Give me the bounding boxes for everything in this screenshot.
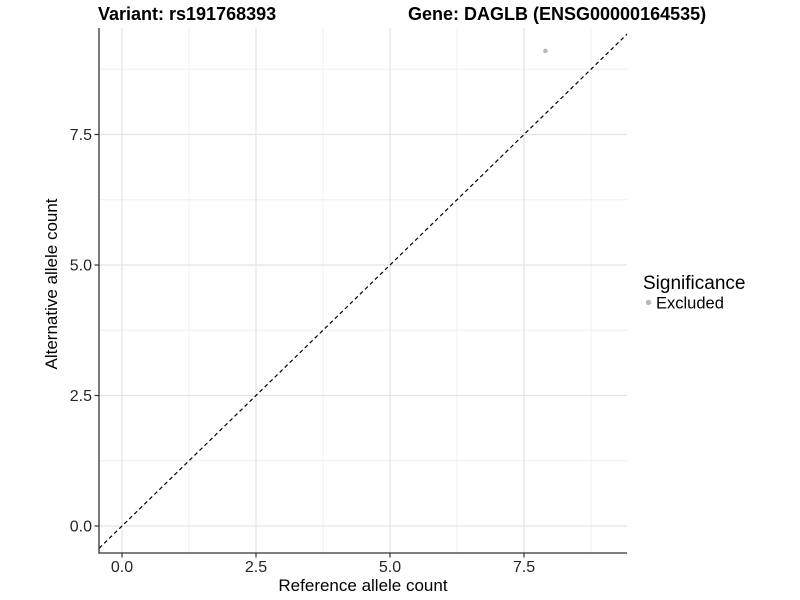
y-tick-label: 0.0	[70, 519, 92, 536]
y-axis-title: Alternative allele count	[42, 198, 61, 369]
x-tick-label: 2.5	[245, 559, 267, 576]
legend: Significance Excluded	[643, 273, 745, 313]
y-tick-label: 5.0	[70, 258, 92, 275]
x-tick-label: 7.5	[513, 559, 535, 576]
x-axis-ticks	[121, 553, 525, 558]
scatter-point-excluded	[543, 48, 548, 54]
y-tick-label: 2.5	[70, 388, 92, 405]
plot-panel	[99, 28, 627, 553]
gridlines-major	[99, 28, 627, 553]
x-tick-label: 5.0	[379, 559, 401, 576]
x-axis-tick-labels: 0.0 2.5 5.0 7.5	[111, 559, 535, 576]
y-axis-tick-labels: 0.0 2.5 5.0 7.5	[70, 127, 92, 536]
y-tick-label: 7.5	[70, 127, 92, 144]
legend-title: Significance	[643, 273, 745, 294]
legend-key-excluded-icon	[645, 299, 652, 306]
x-tick-label: 0.0	[111, 559, 133, 576]
x-axis-title: Reference allele count	[278, 576, 447, 595]
plot-title-gene: Gene: DAGLB (ENSG00000164535)	[408, 4, 706, 24]
plot-title-variant: Variant: rs191768393	[98, 4, 276, 24]
gridlines-minor	[99, 28, 627, 553]
legend-label-excluded: Excluded	[656, 295, 724, 313]
y-axis-ticks	[94, 133, 99, 527]
identity-dashed-line	[99, 33, 627, 550]
